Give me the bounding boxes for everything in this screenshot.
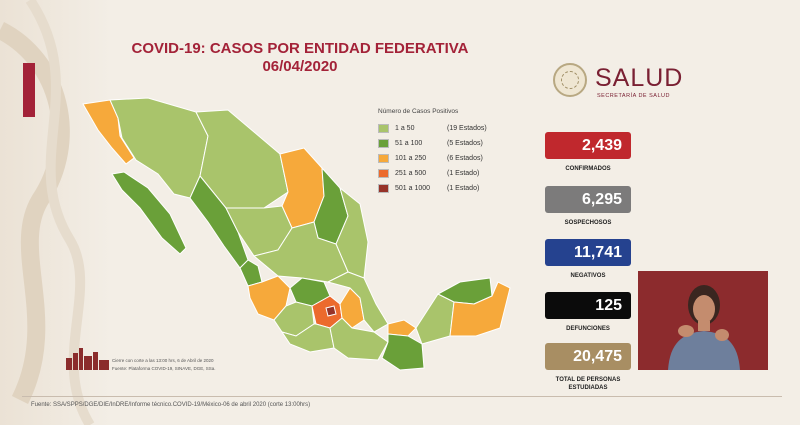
map-state (387, 319, 417, 337)
seal-icon (553, 63, 587, 97)
legend-item: 101 a 250 (6 Estados) (378, 151, 528, 166)
source-note: Fuente: Plataforma COVID-19, SINAVE, DGE… (112, 366, 216, 371)
legend-item: 501 a 1000 (1 Estado) (378, 181, 528, 196)
skyline-icon (66, 348, 109, 370)
legend-range: 501 a 1000 (395, 185, 431, 192)
legend-states: (1 Estado) (447, 185, 480, 192)
map-state (449, 281, 511, 337)
mexico-map (82, 97, 511, 371)
stat-value: 6,295 (545, 186, 631, 213)
legend-states: (1 Estado) (447, 170, 480, 177)
footer-source: Fuente: SSA/SPPS/DGE/DIE/InDRE/Informe t… (31, 402, 311, 408)
slide-title: COVID-19: CASOS POR ENTIDAD FEDERATIVA 0… (110, 40, 490, 76)
legend-range: 251 a 500 (395, 170, 427, 177)
map-state (415, 293, 455, 345)
accent-bar (23, 63, 35, 117)
stat-card: 2,439 CONFIRMADOS (545, 132, 631, 173)
map-state (195, 109, 289, 209)
stat-value: 125 (545, 292, 631, 319)
title-text: COVID-19: CASOS POR ENTIDAD FEDERATIVA (131, 40, 469, 57)
legend-states: (5 Estados) (447, 140, 483, 147)
legend-states: (19 Estados) (447, 125, 487, 132)
legend-states: (6 Estados) (447, 155, 483, 162)
legend-item: 251 a 500 (1 Estado) (378, 166, 528, 181)
stat-value: 11,741 (545, 239, 631, 266)
map-state (109, 97, 209, 199)
legend-item: 51 a 100 (5 Estados) (378, 136, 528, 151)
cutoff-note: Cierre con corte a las 13:00 hrs, 6 de A… (112, 358, 214, 363)
legend-range: 51 a 100 (395, 140, 423, 147)
stat-label: NEGATIVOS (570, 273, 606, 279)
legend-range: 101 a 250 (395, 155, 427, 162)
map-state (325, 305, 337, 317)
logo-name: SALUD (595, 64, 684, 92)
legend-range: 1 a 50 (395, 125, 415, 132)
stat-card: 11,741 NEGATIVOS (545, 239, 631, 280)
logo-subtitle: SECRETARÍA DE SALUD (597, 93, 670, 99)
map-state (252, 221, 349, 283)
left-decoration (0, 0, 112, 425)
stat-card: 125 DEFUNCIONES (545, 292, 631, 333)
stat-label: TOTAL DE PERSONAS ESTUDIADAS (555, 377, 621, 391)
legend-swatch (378, 139, 389, 148)
legend-swatch (378, 184, 389, 193)
legend-title: Número de Casos Positivos (378, 108, 459, 115)
legend-swatch (378, 169, 389, 178)
map-state (239, 259, 263, 287)
stat-card: 20,475 TOTAL DE PERSONAS ESTUDIADAS (545, 343, 631, 392)
map-state (381, 333, 425, 371)
stat-label: CONFIRMADOS (565, 166, 611, 172)
sign-language-interpreter (638, 271, 768, 370)
legend-item: 1 a 50 (19 Estados) (378, 121, 528, 136)
legend-swatch (378, 154, 389, 163)
map-state (111, 171, 187, 255)
footer-divider (22, 396, 782, 397)
salud-logo: SALUD SECRETARÍA DE SALUD (553, 63, 703, 103)
stat-label: DEFUNCIONES (566, 326, 610, 332)
stat-value: 20,475 (545, 343, 631, 370)
stat-label: SOSPECHOSOS (564, 220, 612, 226)
stat-value: 2,439 (545, 132, 631, 159)
stat-card: 6,295 SOSPECHOSOS (545, 186, 631, 227)
legend-swatch (378, 124, 389, 133)
map-state (326, 271, 389, 333)
legend-items: 1 a 50 (19 Estados) 51 a 100 (5 Estados) 101… (378, 121, 528, 196)
title-date: 06/04/2020 (262, 58, 338, 75)
map-legend: Número de Casos Positivos 1 a 50 (19 Esta… (378, 108, 528, 196)
